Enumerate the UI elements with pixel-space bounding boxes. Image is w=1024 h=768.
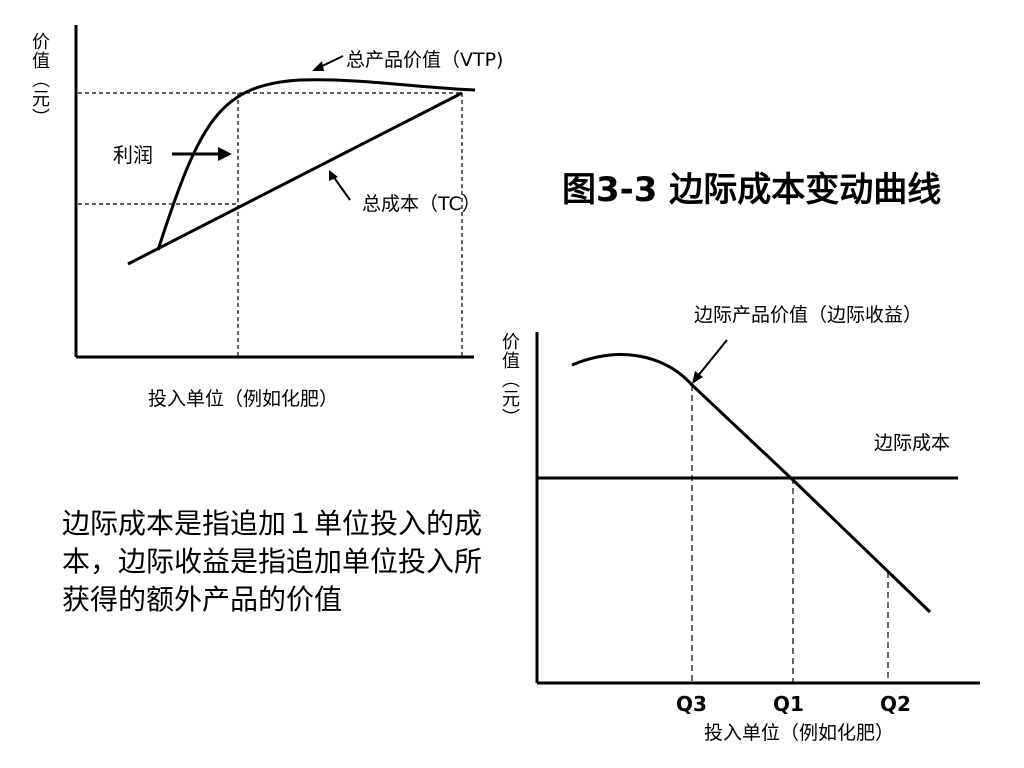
figure-title: 图3-3 边际成本变动曲线 — [562, 170, 942, 210]
mvp-curve — [571, 353, 932, 614]
bottom-y-axis-label: 价值（元） — [499, 332, 520, 427]
profit-pointer-arrowhead — [218, 147, 232, 161]
mc-label: 边际成本 — [874, 432, 951, 454]
mvp-pointer-arrowhead — [692, 371, 703, 384]
tc-pointer-arrow — [332, 175, 351, 201]
top-y-axis-label: 价值（元） — [29, 32, 50, 127]
vtp-label: 总产品价值（VTP) — [346, 49, 504, 71]
profit-label: 利润 — [113, 143, 153, 167]
tick-q3: Q3 — [676, 692, 707, 716]
vtp-pointer-arrowhead — [312, 61, 324, 71]
tc-line — [127, 91, 463, 266]
mvp-pointer-arrow — [696, 339, 728, 378]
top-x-axis-label: 投入单位（例如化肥） — [148, 388, 339, 410]
tick-q1: Q1 — [773, 692, 804, 716]
mvp-label: 边际产品价值（边际收益） — [694, 304, 923, 326]
description-text: 边际成本是指追加１单位投入的成本，边际收益是指追加单位投入所获得的额外产品的价值 — [62, 507, 483, 616]
tick-q2: Q2 — [880, 692, 911, 716]
vtp-curve — [156, 78, 476, 251]
tc-pointer-arrowhead — [329, 170, 338, 181]
bottom-x-axis-label: 投入单位（例如化肥） — [704, 722, 895, 744]
tc-label: 总成本（TC） — [362, 193, 481, 215]
